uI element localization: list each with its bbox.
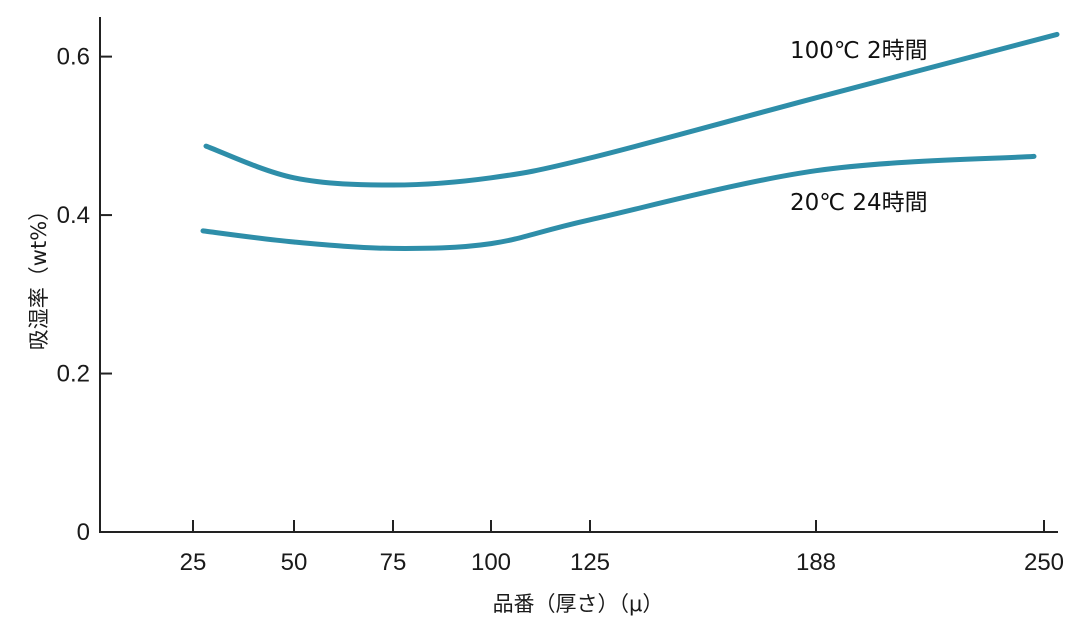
- series-line: [203, 31, 1060, 188]
- y-axis-label: 吸湿率（wt%）: [27, 200, 51, 350]
- series-label: 20℃ 24時間: [790, 190, 928, 216]
- series-line: [200, 153, 1037, 251]
- y-tick-label: 0.4: [57, 202, 90, 229]
- y-tick-label: 0: [77, 519, 90, 546]
- series-label: 100℃ 2時間: [790, 38, 928, 64]
- x-tick-label: 188: [796, 549, 836, 576]
- y-tick-label: 0.6: [57, 44, 90, 71]
- series-labels: 100℃ 2時間 20℃ 24時間: [790, 38, 928, 216]
- series-group: [200, 31, 1060, 251]
- x-axis-label: 品番（厚さ）（μ）: [493, 592, 664, 616]
- x-tick-label: 50: [281, 549, 308, 576]
- x-tick-label: 250: [1024, 549, 1064, 576]
- y-tick-label: 0.2: [57, 361, 90, 388]
- y-ticks: 0 0.2 0.4 0.6: [57, 44, 112, 546]
- x-tick-label: 25: [180, 549, 207, 576]
- x-tick-label: 100: [471, 549, 511, 576]
- axes: [99, 17, 1058, 533]
- x-ticks: 25 50 75 100 125 188 250: [180, 520, 1064, 576]
- x-tick-label: 75: [380, 549, 407, 576]
- x-tick-label: 125: [570, 549, 610, 576]
